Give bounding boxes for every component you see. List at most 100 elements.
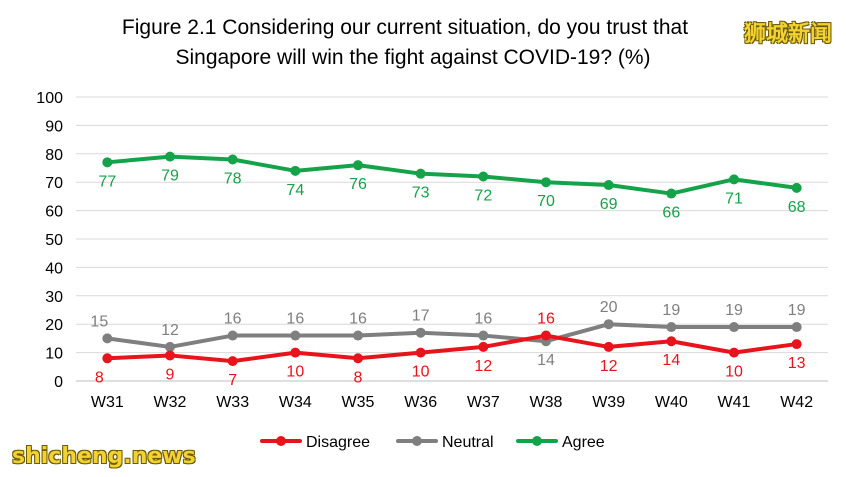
chart-title-line-2: Singapore will win the fight against COV… (175, 46, 651, 69)
data-point-neutral (729, 322, 739, 333)
legend-label-agree: Agree (562, 434, 605, 451)
y-axis-tick-labels: 0 10 20 30 40 50 60 70 80 90 100 (36, 90, 63, 391)
data-label-disagree: 7 (228, 372, 237, 389)
data-point-agree (353, 160, 363, 171)
y-tick-label: 40 (45, 260, 63, 277)
data-label-disagree: 12 (474, 358, 492, 375)
data-label-neutral: 17 (412, 308, 430, 325)
data-label-agree: 78 (224, 170, 242, 187)
x-tick-label: W38 (530, 394, 563, 411)
data-label-neutral: 12 (161, 322, 179, 339)
data-label-agree: 71 (725, 190, 743, 207)
data-label-disagree: 16 (537, 311, 555, 328)
data-label-neutral: 19 (725, 302, 743, 319)
y-tick-label: 30 (45, 289, 63, 306)
data-point-disagree (729, 347, 739, 358)
data-point-disagree (478, 341, 489, 352)
data-point-agree (541, 177, 551, 188)
data-point-agree (791, 182, 802, 193)
watermark-logo-bottom: shicheng.news (12, 444, 196, 469)
legend-marker-agree (532, 436, 542, 446)
watermark-logo-top: 狮城新闻 (743, 22, 832, 47)
y-tick-label: 50 (45, 232, 63, 249)
x-axis-tick-labels: W31 W32 W33 W34 W35 W36 W37 W38 W39 W40 W41 W42 (91, 394, 813, 411)
legend-marker-disagree (276, 436, 286, 446)
legend: Disagree Neutral Agree (260, 434, 605, 451)
legend-label-disagree: Disagree (306, 434, 370, 451)
data-label-neutral: 15 (90, 313, 108, 330)
x-tick-label: W40 (655, 394, 688, 411)
y-tick-label: 80 (45, 147, 63, 164)
data-point-neutral (290, 330, 301, 341)
series-line-agree (105, 154, 799, 196)
data-labels: 15 12 16 16 16 17 16 14 20 19 19 19 8 9 7 10 8 10 12 16 12 14… (90, 168, 805, 389)
data-label-agree: 79 (161, 168, 179, 185)
data-point-neutral (102, 333, 113, 344)
series-lines (102, 151, 802, 367)
data-point-disagree (353, 353, 363, 364)
data-point-agree (729, 174, 739, 185)
data-point-neutral (415, 327, 426, 338)
data-label-agree: 72 (474, 188, 492, 205)
series-line-neutral (105, 322, 799, 349)
data-label-disagree: 8 (95, 369, 104, 386)
data-point-neutral (666, 322, 677, 333)
data-point-disagree (541, 330, 551, 341)
data-label-agree: 70 (537, 193, 555, 210)
data-point-agree (666, 188, 677, 199)
data-point-neutral (165, 341, 175, 352)
data-label-neutral: 14 (537, 352, 555, 369)
legend-label-neutral: Neutral (442, 434, 494, 451)
y-tick-label: 20 (45, 317, 63, 334)
data-label-disagree: 10 (286, 364, 304, 381)
x-tick-label: W33 (216, 394, 249, 411)
data-point-disagree (791, 339, 802, 350)
data-point-agree (227, 154, 238, 165)
x-tick-label: W36 (404, 394, 437, 411)
data-point-neutral (603, 319, 614, 330)
data-label-agree: 77 (98, 173, 116, 190)
data-point-agree (165, 151, 175, 162)
data-point-agree (478, 171, 489, 182)
data-label-disagree: 12 (600, 358, 618, 375)
data-point-disagree (666, 336, 677, 347)
x-tick-label: W37 (467, 394, 500, 411)
x-tick-label: W35 (342, 394, 375, 411)
y-tick-label: 0 (54, 374, 63, 391)
data-label-neutral: 16 (474, 311, 492, 328)
y-tick-label: 100 (36, 90, 63, 107)
data-point-disagree (102, 353, 113, 364)
data-label-agree: 76 (349, 176, 367, 193)
data-label-neutral: 16 (349, 311, 367, 328)
data-label-agree: 73 (412, 185, 430, 202)
y-tick-label: 70 (45, 175, 63, 192)
data-label-neutral: 16 (224, 311, 242, 328)
data-point-neutral (353, 330, 363, 341)
series-line-disagree (105, 333, 799, 364)
data-point-disagree (227, 356, 238, 367)
y-tick-label: 10 (45, 346, 63, 363)
x-tick-label: W39 (592, 394, 625, 411)
data-label-agree: 69 (600, 196, 618, 213)
data-point-agree (603, 180, 614, 191)
chart-title-line-1: Figure 2.1 Considering our current situa… (121, 16, 689, 39)
data-label-agree: 66 (662, 205, 680, 222)
data-point-agree (102, 157, 113, 168)
x-tick-label: W31 (91, 394, 124, 411)
x-tick-label: W32 (154, 394, 187, 411)
data-point-agree (415, 168, 426, 179)
x-tick-label: W41 (718, 394, 751, 411)
data-point-neutral (227, 330, 238, 341)
data-label-disagree: 9 (166, 366, 175, 383)
x-tick-label: W34 (279, 394, 312, 411)
gridlines (76, 96, 828, 382)
y-tick-label: 90 (45, 118, 63, 135)
data-label-agree: 68 (788, 199, 806, 216)
data-point-disagree (290, 347, 301, 358)
data-label-disagree: 13 (788, 355, 806, 372)
data-label-disagree: 10 (725, 364, 743, 381)
data-point-disagree (603, 341, 614, 352)
data-point-agree (290, 165, 301, 176)
data-point-neutral (478, 330, 489, 341)
data-point-disagree (165, 350, 175, 361)
